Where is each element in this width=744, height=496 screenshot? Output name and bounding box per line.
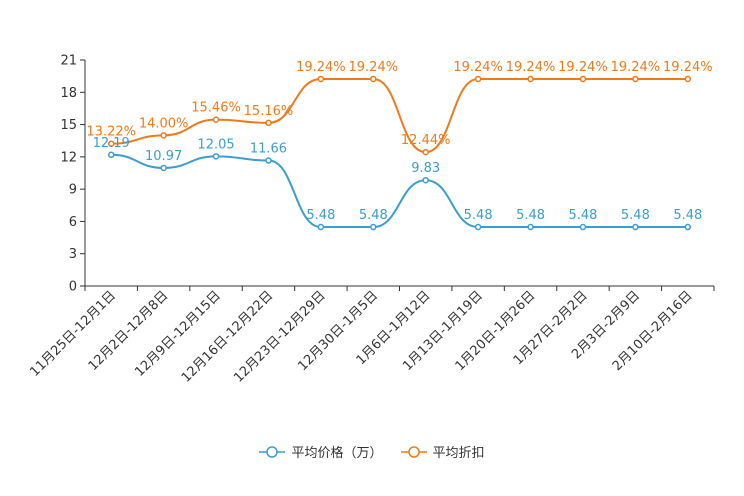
y-tick-label: 12 xyxy=(60,150,77,165)
legend-line-circle-icon xyxy=(259,445,286,458)
data-label-0: 5.48 xyxy=(621,208,650,223)
y-tick-label: 0 xyxy=(69,280,77,295)
data-label-1: 14.00% xyxy=(139,116,189,131)
data-label-1: 12.44% xyxy=(401,133,451,148)
x-tick-label: 12月16日-12月22日 xyxy=(179,288,276,385)
y-tick-label: 21 xyxy=(60,54,77,69)
data-point-0 xyxy=(212,153,220,160)
data-point-1 xyxy=(527,75,534,83)
data-point-0 xyxy=(317,223,325,231)
data-label-0: 10.97 xyxy=(145,149,182,164)
data-point-0 xyxy=(107,151,115,159)
data-point-1 xyxy=(579,75,587,83)
data-point-1 xyxy=(370,75,377,83)
data-point-1 xyxy=(107,140,115,147)
data-point-1 xyxy=(212,116,220,123)
chart-series xyxy=(107,75,692,231)
x-tick-label: 12月23日-12月29日 xyxy=(231,288,328,385)
data-point-0 xyxy=(474,223,482,231)
data-label-1: 19.24% xyxy=(611,60,661,75)
data-point-1 xyxy=(684,75,692,83)
data-point-1 xyxy=(422,148,429,156)
data-label-1: 19.24% xyxy=(349,60,399,75)
data-label-1: 19.24% xyxy=(506,60,556,75)
data-label-1: 15.46% xyxy=(191,101,241,116)
data-label-0: 12.19 xyxy=(93,136,130,151)
data-point-0 xyxy=(265,157,272,164)
data-label-0: 9.83 xyxy=(411,161,440,176)
data-point-1 xyxy=(474,75,482,83)
y-tick-label: 15 xyxy=(60,118,77,133)
y-tick-label: 18 xyxy=(60,86,77,101)
data-label-1: 15.16% xyxy=(244,104,294,119)
data-label-0: 5.48 xyxy=(464,208,493,223)
legend-item-avg-discount[interactable]: 平均折扣 xyxy=(400,442,485,461)
data-point-0 xyxy=(422,176,429,184)
data-label-1: 19.24% xyxy=(296,60,346,75)
y-tick-label: 3 xyxy=(69,247,77,262)
data-point-0 xyxy=(160,164,167,172)
x-tick-label: 11月25日-12月1日 xyxy=(27,288,119,380)
y-tick-label: 6 xyxy=(69,215,77,230)
legend-swatch-dot-0 xyxy=(266,445,279,458)
data-label-0: 5.48 xyxy=(516,208,545,223)
data-label-1: 13.22% xyxy=(86,125,136,140)
data-point-0 xyxy=(527,223,534,231)
legend-item-avg-price[interactable]: 平均价格（万） xyxy=(259,442,383,461)
legend-line-circle-icon xyxy=(400,445,427,458)
legend-swatch-dot-1 xyxy=(407,445,420,458)
chart-data-labels: 12.19 10.97 12.05 11.66 5.48 5.48 9.83 5.48 5.48… xyxy=(86,60,712,223)
data-point-0 xyxy=(632,223,639,231)
chart-legend: 平均价格（万） 平均折扣 xyxy=(0,442,744,461)
data-label-0: 5.48 xyxy=(568,208,597,223)
data-point-0 xyxy=(684,223,692,231)
data-point-1 xyxy=(632,75,639,83)
data-point-1 xyxy=(265,119,272,127)
data-label-1: 19.24% xyxy=(558,60,608,75)
data-point-0 xyxy=(579,223,587,231)
legend-label-avg-discount: 平均折扣 xyxy=(432,446,485,461)
data-label-0: 11.66 xyxy=(250,142,287,157)
data-label-0: 5.48 xyxy=(673,208,702,223)
series-line-0 xyxy=(111,153,688,229)
data-label-1: 19.24% xyxy=(453,60,503,75)
data-label-0: 5.48 xyxy=(359,208,388,223)
data-label-0: 12.05 xyxy=(197,137,234,152)
y-tick-label: 9 xyxy=(69,183,77,198)
data-point-1 xyxy=(160,132,167,139)
data-point-0 xyxy=(370,223,377,231)
legend-label-avg-price: 平均价格（万） xyxy=(291,446,383,461)
data-point-1 xyxy=(317,75,325,83)
data-label-0: 5.48 xyxy=(306,208,335,223)
data-label-1: 19.24% xyxy=(663,60,713,75)
